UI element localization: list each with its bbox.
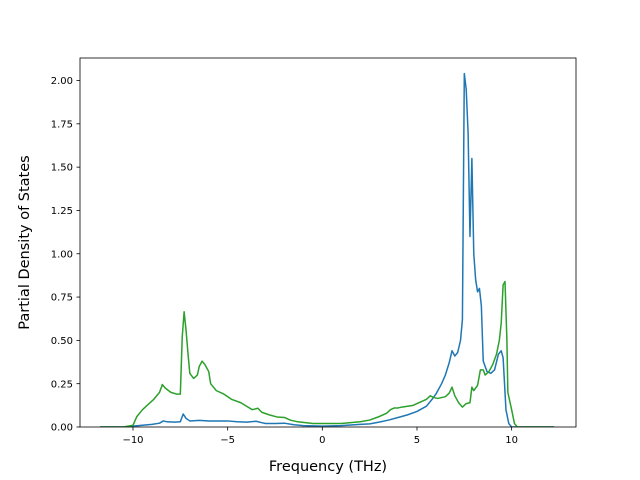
x-tick-label: −5 [220, 435, 235, 446]
y-tick-label: 2.00 [51, 76, 73, 87]
y-tick-label: 0.25 [51, 379, 73, 390]
y-tick-label: 0.00 [51, 423, 73, 434]
axes-frame [79, 57, 577, 428]
series-line-2 [100, 280, 555, 427]
y-tick-label: 1.00 [51, 249, 73, 260]
y-tick-label: 0.50 [51, 336, 73, 347]
y-tick-label: 1.25 [51, 206, 73, 217]
plot-area [100, 72, 555, 427]
y-tick-label: 0.75 [51, 293, 73, 304]
y-tick-label: 1.75 [51, 119, 73, 130]
series-group [100, 72, 555, 427]
x-tick-label: −10 [122, 435, 143, 446]
x-tick-label: 0 [319, 435, 325, 446]
y-tick-label: 1.50 [51, 163, 73, 174]
axes: −10 −5 0 5 10 0.00 0.25 0.50 0.75 1.00 1.25 1.50 1.7… [51, 57, 577, 446]
x-tick-label: 10 [505, 435, 518, 446]
y-axis-label: Partial Density of States [17, 155, 33, 329]
x-axis-label: Frequency (THz) [269, 459, 387, 475]
x-tick-label: 5 [414, 435, 420, 446]
series-line-1 [100, 72, 555, 427]
